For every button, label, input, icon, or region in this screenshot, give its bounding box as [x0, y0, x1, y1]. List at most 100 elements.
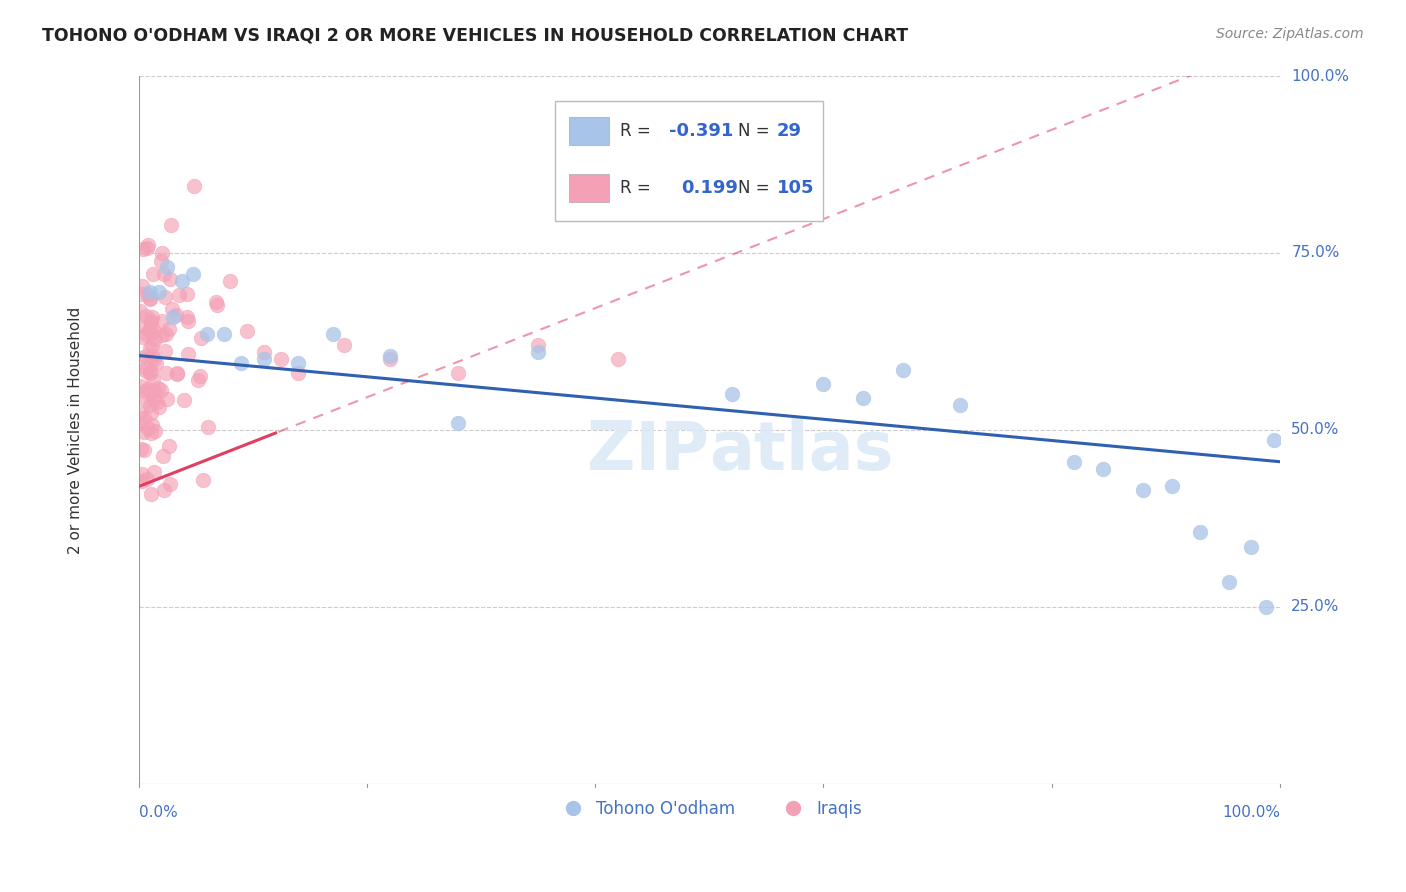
Text: 100.0%: 100.0% [1222, 805, 1279, 820]
Point [141, 487, 163, 501]
Point [141, 315, 163, 329]
Point [138, 322, 160, 336]
Bar [569, 117, 609, 145]
Point [159, 272, 181, 286]
Point [132, 329, 155, 343]
Point [134, 384, 156, 399]
Text: 75.0%: 75.0% [1291, 245, 1340, 260]
Point [219, 274, 242, 288]
Point [157, 322, 180, 336]
Point [132, 425, 155, 439]
Point [165, 308, 187, 322]
Point [142, 465, 165, 479]
Point [141, 417, 163, 432]
Point [1189, 525, 1212, 540]
Point [1092, 462, 1115, 476]
Point [176, 286, 198, 301]
Point [148, 285, 170, 299]
Point [270, 352, 292, 367]
Point [287, 366, 309, 380]
Point [852, 391, 875, 405]
Point [135, 327, 157, 342]
Point [136, 421, 159, 435]
Point [134, 442, 156, 457]
Point [128, 416, 150, 430]
Text: ZIP: ZIP [588, 418, 709, 484]
Point [187, 373, 209, 387]
Point [136, 238, 159, 252]
Point [1132, 483, 1154, 497]
Point [162, 310, 184, 324]
Point [150, 254, 173, 268]
Text: Source: ZipAtlas.com: Source: ZipAtlas.com [1216, 27, 1364, 41]
Point [527, 338, 550, 352]
Point [166, 368, 188, 382]
Point [135, 472, 157, 486]
Point [188, 369, 211, 384]
Text: R =: R = [620, 178, 657, 197]
Point [136, 241, 159, 255]
Text: 0.199: 0.199 [681, 178, 738, 197]
Point [159, 476, 181, 491]
Point [447, 366, 470, 380]
Point [157, 439, 180, 453]
Point [135, 309, 157, 323]
Point [131, 279, 153, 293]
Point [152, 449, 174, 463]
Point [721, 387, 744, 401]
Point [153, 483, 176, 498]
Point [231, 356, 253, 370]
Point [155, 326, 177, 341]
Point [1160, 479, 1182, 493]
Point [166, 367, 188, 381]
Point [146, 381, 169, 395]
Text: atlas: atlas [709, 418, 894, 484]
Point [527, 345, 550, 359]
Point [139, 293, 162, 307]
Point [150, 313, 173, 327]
FancyBboxPatch shape [555, 101, 824, 221]
Point [142, 384, 165, 399]
Point [132, 411, 155, 425]
Point [139, 364, 162, 378]
Point [183, 179, 205, 194]
Point [253, 352, 276, 367]
Point [136, 286, 159, 301]
Point [322, 327, 344, 342]
Point [167, 288, 190, 302]
Point [146, 394, 169, 409]
Point [142, 268, 165, 282]
Point [139, 285, 162, 299]
Legend: Tohono O'odham, Iraqis: Tohono O'odham, Iraqis [550, 794, 869, 825]
Point [132, 243, 155, 257]
Point [170, 274, 193, 288]
Point [139, 341, 162, 355]
Point [150, 328, 173, 343]
Point [1240, 540, 1263, 554]
Point [141, 326, 163, 341]
Point [139, 314, 162, 328]
Point [138, 366, 160, 380]
Point [156, 392, 179, 407]
Point [155, 366, 177, 380]
Text: 105: 105 [776, 178, 814, 197]
Point [1256, 599, 1278, 614]
Point [141, 392, 163, 406]
Point [149, 383, 172, 397]
Point [214, 327, 236, 342]
Point [131, 287, 153, 301]
Point [160, 302, 183, 317]
Point [287, 356, 309, 370]
Point [152, 267, 174, 281]
Point [131, 467, 153, 481]
Point [142, 373, 165, 387]
Point [134, 393, 156, 408]
Text: TOHONO O'ODHAM VS IRAQI 2 OR MORE VEHICLES IN HOUSEHOLD CORRELATION CHART: TOHONO O'ODHAM VS IRAQI 2 OR MORE VEHICL… [42, 27, 908, 45]
Point [236, 324, 259, 338]
Point [197, 420, 219, 434]
Point [145, 356, 167, 370]
Point [447, 416, 470, 430]
Point [173, 393, 195, 408]
Bar [569, 174, 609, 202]
Point [156, 260, 179, 274]
